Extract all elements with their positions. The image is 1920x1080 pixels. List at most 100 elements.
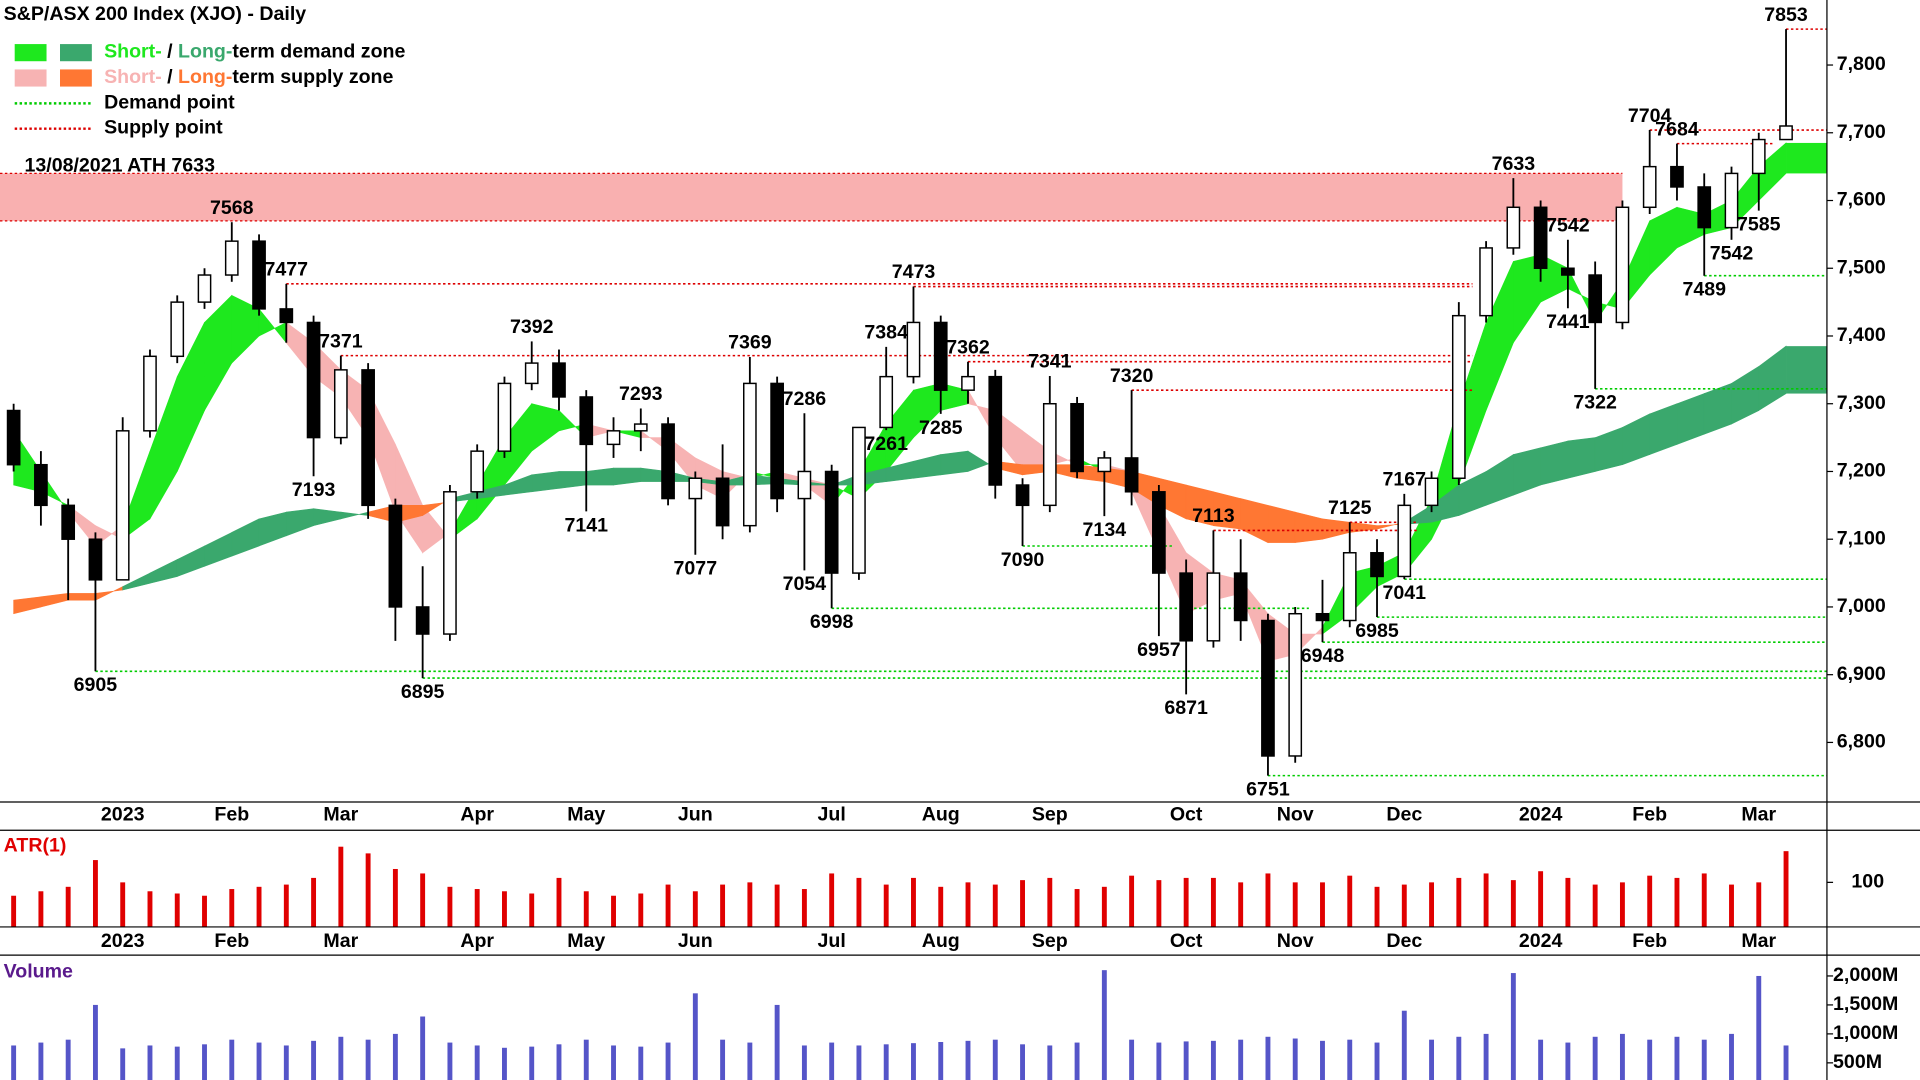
- candle-body: [743, 382, 757, 527]
- bar: [1129, 1039, 1135, 1080]
- candle-body: [497, 382, 512, 452]
- candle-body: [1206, 572, 1221, 642]
- bar: [256, 1042, 262, 1080]
- price-annotation: 7568: [210, 197, 254, 219]
- candle-body: [770, 382, 784, 500]
- bar: [1020, 880, 1025, 927]
- bar: [1510, 880, 1516, 927]
- candle-body: [1097, 457, 1112, 473]
- zone-ribbon: [1267, 504, 1296, 543]
- candle-body: [1370, 552, 1384, 578]
- price-annotation: 6948: [1301, 645, 1345, 667]
- bar: [1592, 884, 1598, 927]
- zone-extension: [1786, 142, 1827, 174]
- candle-body: [115, 430, 130, 581]
- zone-ribbon: [1540, 440, 1569, 486]
- legend-swatch: [60, 44, 92, 62]
- candle-body: [470, 450, 485, 493]
- x-tick-label: Jul: [818, 930, 846, 952]
- candle-body: [1424, 477, 1439, 507]
- candle-body: [1152, 491, 1166, 574]
- bar: [665, 1042, 671, 1080]
- legend-entry: Short- / Long-term demand zone: [104, 41, 405, 63]
- candle-body: [606, 430, 621, 446]
- bar: [1456, 877, 1462, 927]
- bar: [229, 1039, 235, 1080]
- bar: [992, 1039, 998, 1080]
- bar: [38, 1042, 44, 1080]
- candle-body: [961, 375, 975, 391]
- bar: [65, 886, 71, 927]
- bar: [1374, 1042, 1380, 1080]
- price-annotation: 7489: [1682, 279, 1726, 301]
- bar: [774, 884, 780, 927]
- bar: [174, 1046, 180, 1080]
- candle-body: [443, 491, 457, 635]
- x-tick-label: Sep: [1032, 930, 1068, 952]
- price-annotation: 7141: [564, 514, 608, 536]
- price-annotation: 6895: [401, 681, 445, 703]
- bar: [1374, 886, 1380, 927]
- bar: [774, 1004, 780, 1080]
- bar: [1074, 889, 1080, 927]
- legend-text: Supply point: [104, 117, 223, 139]
- bar: [1565, 1042, 1571, 1080]
- bar: [1429, 1039, 1435, 1080]
- x-tick-label: Aug: [922, 804, 960, 826]
- legend-swatch: [60, 69, 92, 87]
- y-tick-label: 7,800: [1837, 53, 1886, 75]
- bar: [829, 873, 835, 927]
- bar: [638, 1046, 644, 1080]
- price-annotation: 7261: [864, 433, 908, 455]
- bar: [1320, 882, 1325, 927]
- price-annotation: 7134: [1083, 519, 1127, 541]
- bar: [338, 1036, 344, 1080]
- y-tick-label: 7,100: [1837, 527, 1886, 549]
- x-tick-label: Oct: [1170, 804, 1203, 826]
- bar: [1156, 880, 1162, 927]
- bar: [147, 891, 153, 927]
- price-annotation: 7041: [1383, 582, 1427, 604]
- candle-body: [1561, 267, 1575, 276]
- bar: [283, 884, 289, 927]
- candle-body: [1261, 619, 1275, 757]
- x-tick-label: Apr: [460, 930, 494, 952]
- bar: [365, 853, 371, 927]
- bar: [1429, 882, 1435, 927]
- candle-body: [1479, 247, 1493, 317]
- bar: [1456, 1036, 1462, 1080]
- y-tick-label: 500M: [1833, 1051, 1882, 1073]
- candle-body: [279, 308, 294, 324]
- bar: [1129, 875, 1135, 927]
- candle-body: [852, 426, 866, 574]
- bar: [147, 1045, 153, 1080]
- y-tick-label: 7,400: [1837, 324, 1886, 346]
- bar: [638, 893, 644, 927]
- bar: [665, 884, 671, 927]
- legend-text: Long-: [178, 66, 232, 88]
- bar: [1647, 875, 1653, 927]
- bar: [365, 1039, 371, 1080]
- legend-text: Demand point: [104, 92, 235, 114]
- bar: [11, 1045, 17, 1080]
- legend-entry: Supply point: [104, 117, 223, 139]
- price-annotation: 7320: [1110, 365, 1154, 387]
- bar: [720, 884, 726, 927]
- bar: [1347, 875, 1353, 927]
- candle-body: [524, 362, 539, 385]
- legend-text: Short-: [104, 66, 162, 88]
- y-tick-label: 7,000: [1837, 595, 1886, 617]
- candle-body: [1015, 484, 1030, 507]
- bar: [420, 873, 426, 927]
- bar: [883, 884, 889, 927]
- y-tick-label: 1,500M: [1833, 993, 1898, 1015]
- candle-body: [797, 470, 812, 500]
- bar: [856, 1045, 862, 1080]
- bar: [1292, 1038, 1298, 1080]
- price-annotation: 7362: [946, 336, 990, 358]
- legend-text: /: [162, 66, 178, 88]
- candle-body: [143, 355, 157, 432]
- price-annotation: 7473: [892, 261, 936, 283]
- bar: [120, 882, 126, 927]
- y-tick-label: 7,600: [1837, 189, 1886, 211]
